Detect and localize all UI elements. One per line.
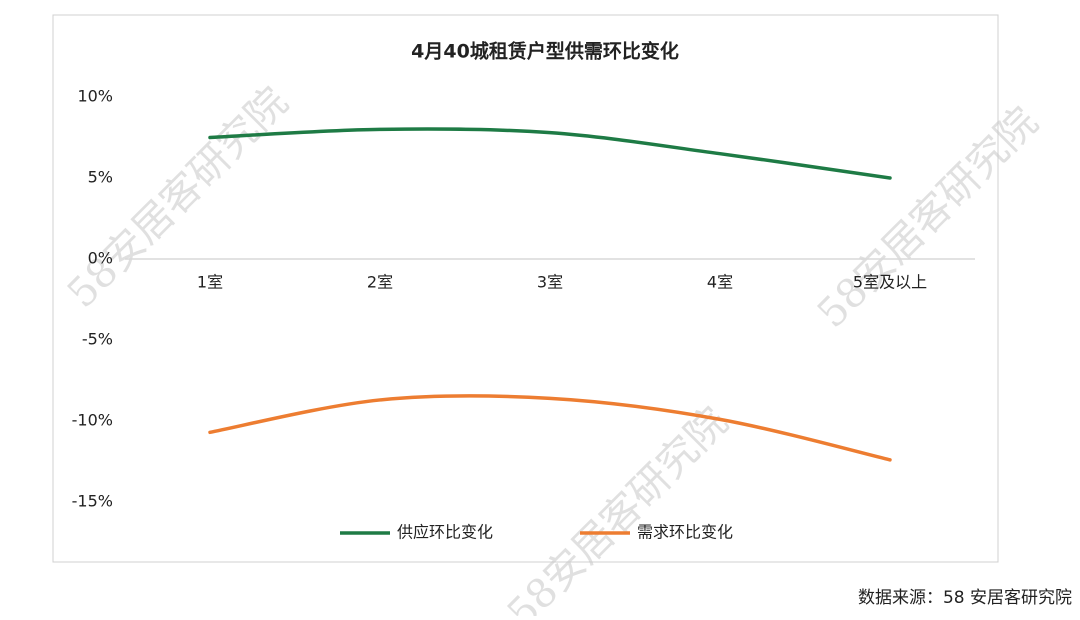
watermark: 58安居客研究院 [809,99,1047,337]
legend-label: 供应环比变化 [397,523,493,542]
x-tick-label: 4室 [707,273,733,292]
source-note: 数据来源：58 安居客研究院 [858,588,1072,608]
legend-label: 需求环比变化 [637,523,733,542]
x-tick-label: 5室及以上 [853,273,927,292]
x-tick-label: 3室 [537,273,563,292]
y-tick-label: -5% [82,330,113,349]
watermark: 58安居客研究院 [59,79,297,317]
watermark: 58安居客研究院 [499,399,737,616]
chart-title: 4月40城租赁户型供需环比变化 [411,40,679,63]
y-tick-label: -15% [72,492,113,511]
y-tick-label: 0% [88,249,113,268]
series-line [208,394,892,462]
x-tick-label: 1室 [197,273,223,292]
series-line [208,127,892,180]
y-tick-label: 10% [77,87,113,106]
y-tick-label: -10% [72,411,113,430]
chart-frame [52,14,999,563]
x-tick-label: 2室 [367,273,393,292]
y-tick-label: 5% [88,168,113,187]
